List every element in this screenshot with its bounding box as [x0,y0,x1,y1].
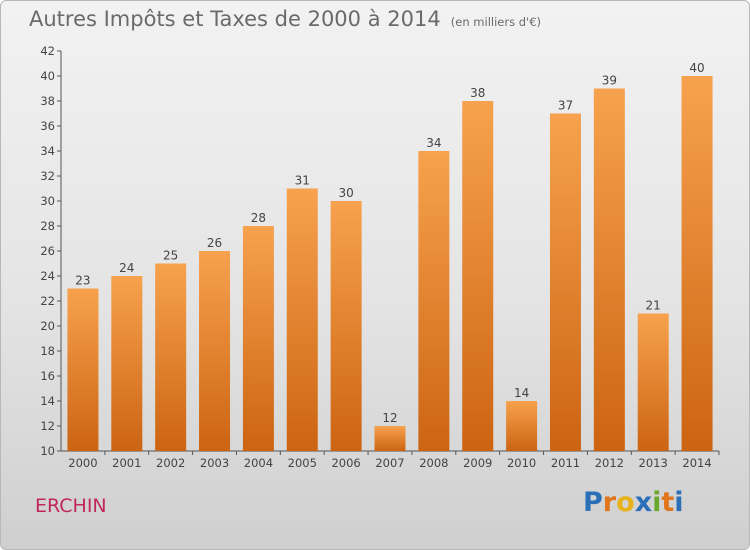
y-tick-label: 20 [40,319,55,333]
logo-letter: x [634,487,653,518]
proxiti-logo: Proxiti [583,487,684,518]
bar [593,88,625,451]
bar [286,188,318,451]
y-tick-label: 32 [40,169,55,183]
data-label: 25 [163,249,178,263]
x-tick-label: 2010 [507,456,536,470]
y-tick-label: 30 [40,194,55,208]
data-label: 38 [470,86,485,100]
logo-letter: t [661,487,675,518]
y-tick-label: 24 [40,269,55,283]
x-tick-label: 2006 [331,456,360,470]
bar [462,101,494,451]
bar [242,226,274,451]
bar [199,251,231,451]
y-tick-label: 12 [40,419,55,433]
y-tick-label: 36 [40,119,55,133]
y-tick-label: 42 [40,44,55,58]
bar [681,76,713,451]
y-tick-label: 34 [40,144,55,158]
data-label: 23 [75,274,90,288]
data-label: 12 [382,411,397,425]
logo-letter: i [652,487,662,518]
data-labels: 23 24 25 26 28 31 30 12 34 38 14 37 39 21 40 [75,61,704,425]
x-tick-label: 2012 [595,456,624,470]
data-label: 24 [119,261,134,275]
y-tick-label: 38 [40,94,55,108]
logo-letter: o [616,487,635,518]
data-label: 39 [602,74,617,88]
bar [111,276,143,451]
data-label: 31 [295,174,310,188]
bars [67,76,713,451]
logo-letter: r [602,487,617,518]
x-tick-label: 2000 [68,456,97,470]
y-tick-label: 22 [40,294,55,308]
bar [374,426,406,451]
data-label: 40 [689,61,704,75]
x-tick-label: 2009 [463,456,492,470]
chart-unit: (en milliers d'€) [450,15,541,29]
bar [506,401,538,451]
x-tick-label: 2013 [639,456,668,470]
x-tick-label: 2002 [156,456,185,470]
data-label: 14 [514,386,529,400]
logo-letter: i [674,487,684,518]
y-tick-label: 18 [40,344,55,358]
x-tick-label: 2004 [244,456,273,470]
data-label: 26 [207,236,222,250]
x-tick-label: 2003 [200,456,229,470]
city-name: ERCHIN [35,495,107,517]
bar [155,263,187,451]
y-tick-label: 26 [40,244,55,258]
bar [330,201,362,451]
chart-title-block: Autres Impôts et Taxes de 2000 à 2014 (e… [29,7,541,31]
y-tick-label: 14 [40,394,55,408]
x-tick-label: 2014 [682,456,711,470]
bar [637,313,669,451]
y-tick-label: 28 [40,219,55,233]
data-label: 30 [338,186,353,200]
x-tick-label: 2005 [288,456,317,470]
data-label: 28 [251,211,266,225]
x-tick-label: 2001 [112,456,141,470]
axes: 10 12 14 16 18 20 22 24 26 28 30 32 34 36 38 40 42 2000 20… [40,44,720,470]
data-label: 34 [426,136,441,150]
bar [418,151,450,451]
y-tick-label: 16 [40,369,55,383]
bar [549,113,581,451]
y-tick-label: 10 [40,444,55,458]
x-tick-label: 2007 [375,456,404,470]
x-tick-label: 2011 [551,456,580,470]
bar [67,288,99,451]
y-tick-label: 40 [40,69,55,83]
x-tick-label: 2008 [419,456,448,470]
logo-letter: P [583,487,603,518]
chart-title: Autres Impôts et Taxes de 2000 à 2014 [29,7,441,31]
data-label: 37 [558,99,573,113]
data-label: 21 [646,299,661,313]
